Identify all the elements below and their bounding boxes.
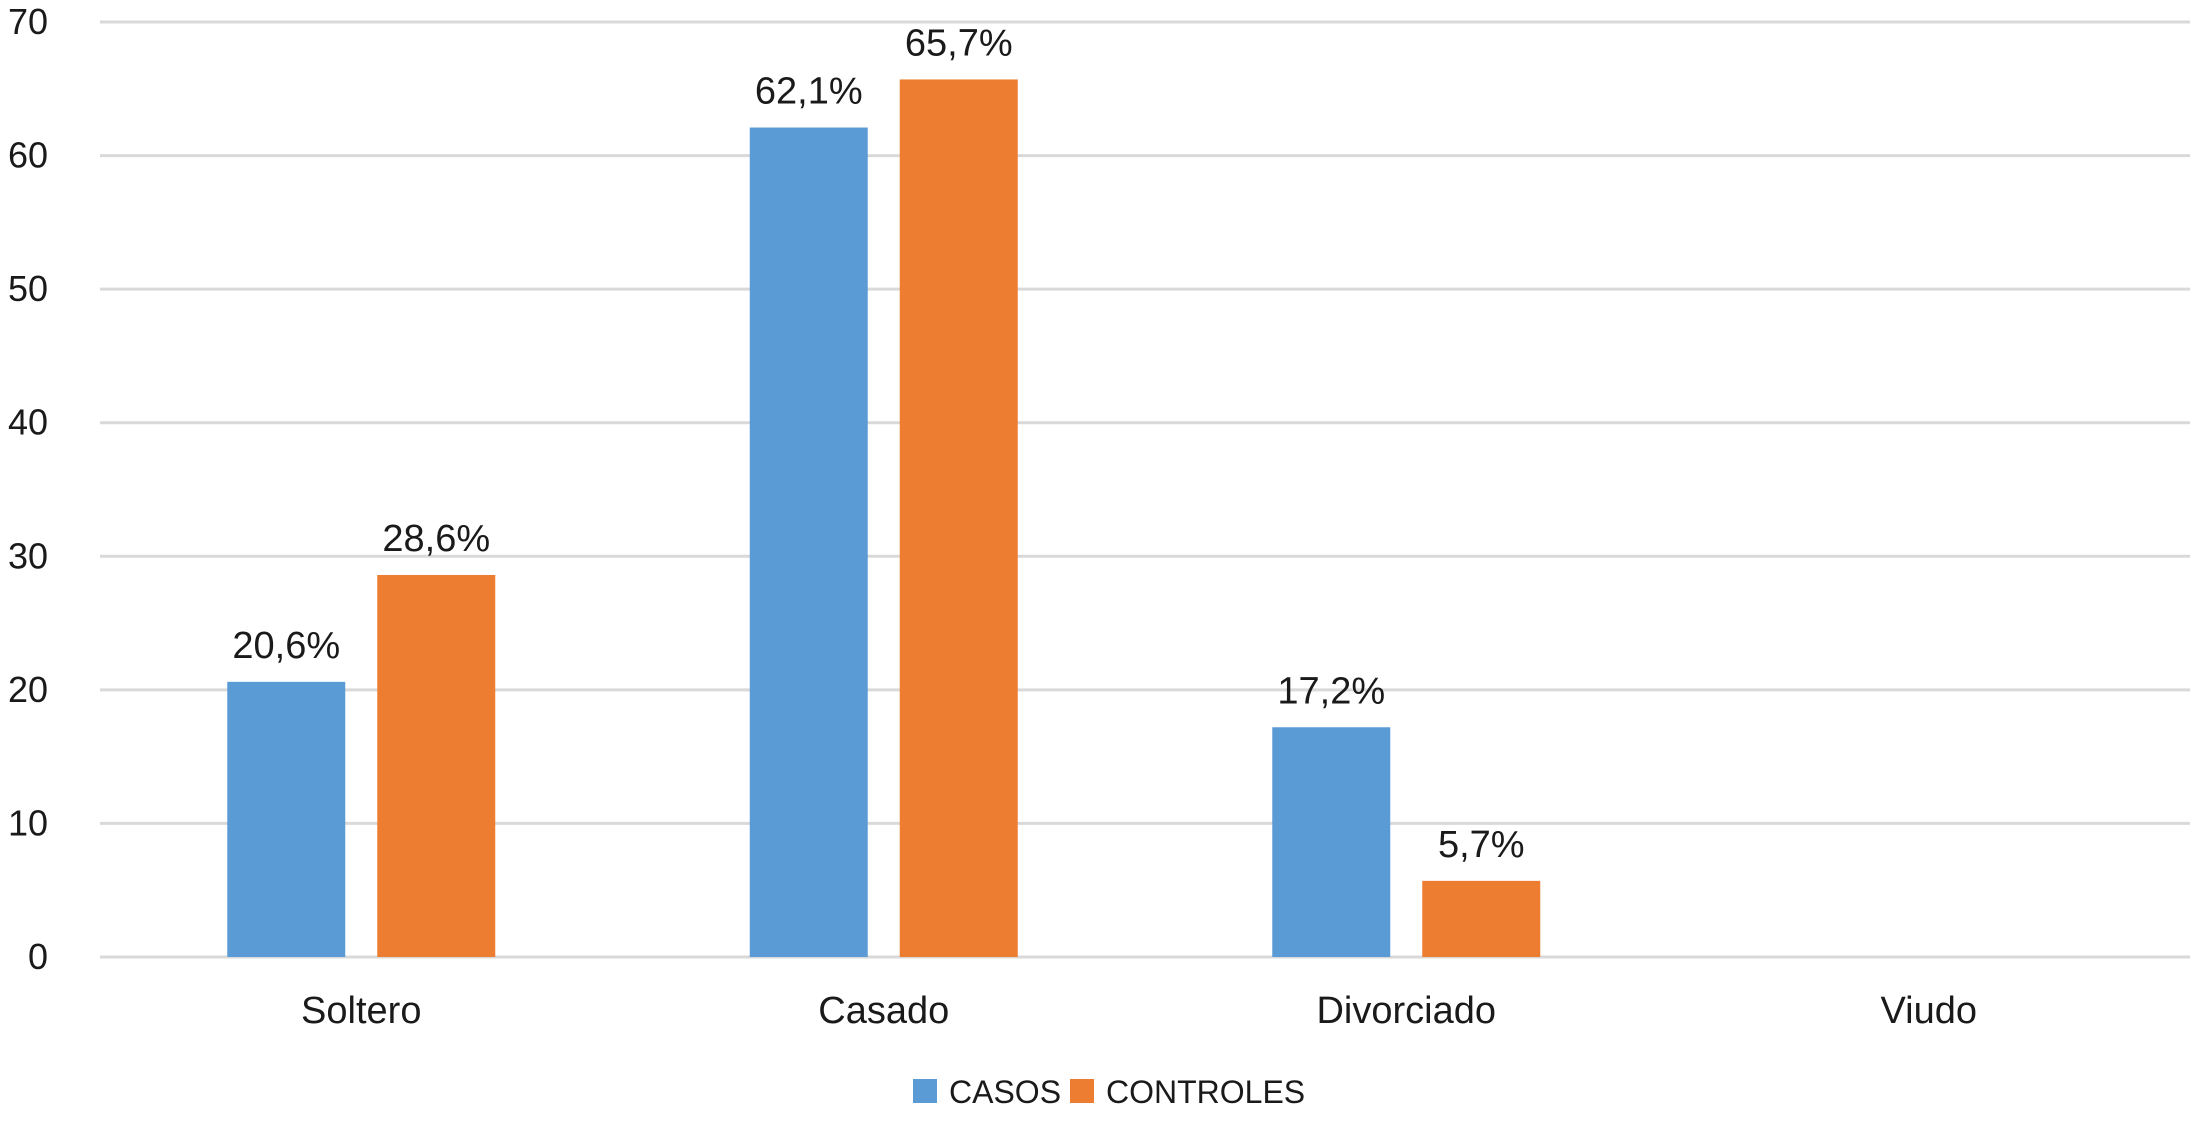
x-category-label: Casado: [818, 990, 949, 1032]
y-tick-label: 30: [8, 535, 48, 576]
y-tick-label: 50: [8, 268, 48, 309]
legend-swatch-controles: [1070, 1079, 1094, 1103]
data-labels: 20,6% 28,6% 62,1% 65,7% 17,2% 5,7%: [232, 22, 1524, 865]
data-label: 5,7%: [1438, 824, 1525, 866]
data-label: 28,6%: [382, 518, 490, 560]
bar-casos-soltero: [227, 681, 346, 957]
data-label: 20,6%: [232, 625, 340, 667]
bar-controles-divorciado: [1422, 880, 1541, 957]
x-axis-category-labels: Soltero Casado Divorciado Viudo: [301, 990, 1977, 1032]
y-tick-label: 40: [8, 402, 48, 443]
bar-casos-casado: [749, 127, 868, 958]
bar-controles-soltero: [377, 574, 496, 957]
data-label: 62,1%: [755, 71, 863, 113]
data-label: 17,2%: [1277, 670, 1385, 712]
y-tick-label: 10: [8, 802, 48, 843]
y-tick-label: 20: [8, 669, 48, 710]
bar-controles-casado: [899, 79, 1018, 957]
y-tick-label: 0: [28, 936, 48, 977]
y-axis-tick-labels: 0 10 20 30 40 50 60 70: [8, 1, 48, 977]
legend-label-controles: CONTROLES: [1106, 1074, 1305, 1110]
bars: [227, 79, 1541, 958]
legend-swatch-casos: [913, 1079, 937, 1103]
data-label: 65,7%: [905, 22, 1013, 64]
legend-label-casos: CASOS: [949, 1074, 1061, 1110]
bar-casos-divorciado: [1272, 727, 1391, 957]
legend: CASOS CONTROLES: [913, 1074, 1305, 1110]
y-tick-label: 60: [8, 135, 48, 176]
y-tick-label: 70: [8, 1, 48, 42]
x-category-label: Viudo: [1880, 990, 1977, 1032]
x-category-label: Divorciado: [1316, 990, 1496, 1032]
x-category-label: Soltero: [301, 990, 421, 1032]
